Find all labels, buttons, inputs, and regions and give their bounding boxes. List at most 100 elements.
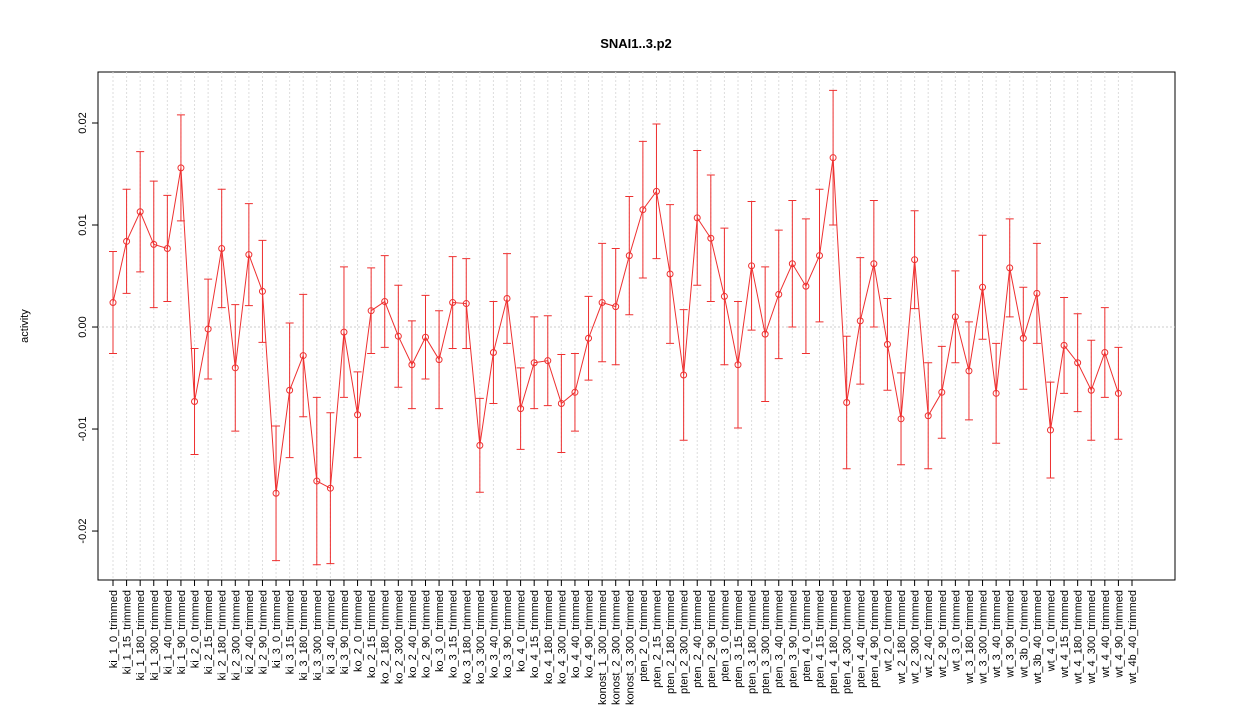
error-bar xyxy=(190,347,199,456)
error-bar xyxy=(761,266,770,402)
x-tick-label: pten_2_300_trimmed xyxy=(679,590,691,694)
x-tick-label: ko_4_40_trimmed xyxy=(570,590,582,678)
error-bar xyxy=(1114,346,1123,440)
error-bar xyxy=(829,89,838,226)
x-tick-label: ki_2_15_trimmed xyxy=(203,590,215,674)
point xyxy=(354,411,362,419)
x-tick-label: wt_4b_40_trimmed xyxy=(1127,590,1139,685)
y-tick-label: 0.01 xyxy=(77,214,89,235)
point xyxy=(449,299,457,307)
error-bar xyxy=(312,396,321,566)
x-tick-label: ko_2_180_trimmed xyxy=(380,590,392,684)
point xyxy=(775,290,783,298)
x-tick-label: konost_3_300_trimmed xyxy=(624,590,636,705)
error-bar xyxy=(557,354,566,453)
x-tick-label: wt_3b_40_trimmed xyxy=(1032,590,1044,685)
error-bar xyxy=(1046,381,1055,479)
x-tick-label: pten_4_90_trimmed xyxy=(869,590,881,688)
error-bar xyxy=(883,297,892,391)
point xyxy=(1114,389,1122,397)
error-bar xyxy=(638,140,647,279)
point xyxy=(883,340,891,348)
x-tick-label: ko_2_0_trimmed xyxy=(353,590,365,672)
x-tick-label: wt_3_0_trimmed xyxy=(950,590,962,672)
point xyxy=(1006,264,1014,272)
error-bar xyxy=(489,301,498,405)
y-tick-label: 0.02 xyxy=(77,112,89,133)
point xyxy=(1019,334,1027,342)
x-tick-label: wt_3_90_trimmed xyxy=(1005,590,1017,678)
x-tick-label: ko_3_40_trimmed xyxy=(488,590,500,678)
x-tick-label: pten_2_90_trimmed xyxy=(706,590,718,688)
point xyxy=(1060,341,1068,349)
error-bar xyxy=(1005,218,1014,318)
point xyxy=(680,371,688,379)
point xyxy=(245,251,253,259)
error-bar xyxy=(666,204,675,344)
x-tick-label: wt_3b_0_trimmed xyxy=(1018,590,1030,678)
error-bar xyxy=(1019,286,1028,390)
error-bar xyxy=(272,425,281,562)
error-bar xyxy=(475,397,484,493)
x-tick-label: ko_2_300_trimmed xyxy=(393,590,405,684)
point xyxy=(435,356,443,364)
x-tick-label: pten_3_40_trimmed xyxy=(774,590,786,688)
x-tick-label: ko_4_15_trimmed xyxy=(529,590,541,678)
error-bar xyxy=(1087,339,1096,441)
x-tick-label: pten_3_300_trimmed xyxy=(760,590,772,694)
x-tick-label: ko_4_90_trimmed xyxy=(584,590,596,678)
x-tick-label: ki_3_40_trimmed xyxy=(325,590,337,674)
point xyxy=(707,234,715,242)
error-bar xyxy=(1100,307,1109,398)
x-tick-label: ko_2_40_trimmed xyxy=(407,590,419,678)
error-bar xyxy=(543,315,552,407)
x-tick-label: wt_2_0_trimmed xyxy=(882,590,894,672)
point xyxy=(843,399,851,407)
point xyxy=(367,307,375,315)
error-bar xyxy=(380,255,389,348)
error-bar xyxy=(122,188,131,294)
y-tick-label: -0.02 xyxy=(77,518,89,543)
point xyxy=(421,333,429,341)
error-bar xyxy=(652,123,661,260)
error-bar xyxy=(815,188,824,323)
error-bar xyxy=(856,257,865,385)
point xyxy=(693,214,701,222)
point xyxy=(313,477,321,485)
error-bar xyxy=(503,253,512,344)
x-tick-label: pten_3_90_trimmed xyxy=(787,590,799,688)
x-tick-label: ko_3_300_trimmed xyxy=(475,590,487,684)
point xyxy=(476,441,484,449)
error-bar xyxy=(163,194,172,303)
error-bar xyxy=(421,294,430,380)
point xyxy=(1087,386,1095,394)
point xyxy=(612,303,620,311)
point xyxy=(1046,426,1054,434)
point xyxy=(1101,349,1109,357)
x-tick-label: pten_2_15_trimmed xyxy=(651,590,663,688)
error-bar xyxy=(951,270,960,364)
x-tick-label: ko_3_180_trimmed xyxy=(461,590,473,684)
x-tick-label: ki_2_40_trimmed xyxy=(244,590,256,674)
error-bar xyxy=(842,335,851,470)
error-bar xyxy=(788,200,797,328)
error-bar xyxy=(611,247,620,366)
point xyxy=(408,361,416,369)
x-tick-label: wt_4_90_trimmed xyxy=(1113,590,1125,678)
error-bar xyxy=(326,412,335,565)
point xyxy=(381,298,389,306)
x-tick-label: pten_4_180_trimmed xyxy=(828,590,840,694)
point xyxy=(911,256,919,264)
point xyxy=(177,164,185,172)
point xyxy=(394,332,402,340)
point xyxy=(1033,289,1041,297)
x-tick-label: ki_1_15_trimmed xyxy=(122,590,134,674)
point xyxy=(163,244,171,252)
point xyxy=(748,262,756,270)
point xyxy=(530,359,538,367)
x-tick-label: wt_4_0_trimmed xyxy=(1045,590,1057,672)
error-bar xyxy=(339,266,348,398)
x-tick-label: wt_3_300_trimmed xyxy=(978,590,990,685)
x-tick-label: ki_2_180_trimmed xyxy=(217,590,229,681)
error-bar xyxy=(584,295,593,381)
